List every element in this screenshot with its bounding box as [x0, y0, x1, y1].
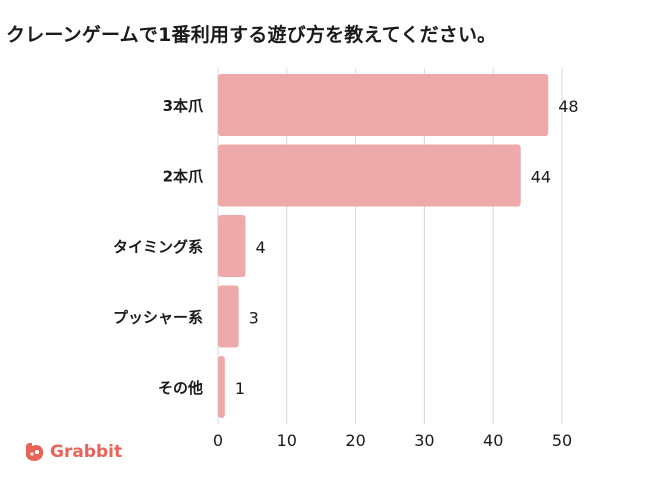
bar — [218, 215, 246, 277]
x-tick-label: 30 — [414, 431, 434, 450]
x-tick-label: 50 — [552, 431, 572, 450]
data-label: 3 — [249, 309, 259, 328]
x-tick-label: 0 — [213, 431, 223, 450]
bar — [218, 74, 549, 136]
category-label: 3本爪 — [163, 97, 204, 115]
x-tick-label: 10 — [277, 431, 297, 450]
category-label: 2本爪 — [163, 168, 204, 186]
grabbit-logo: Grabbit — [22, 441, 122, 463]
category-label: タイミング系 — [113, 238, 203, 256]
data-label: 44 — [531, 168, 551, 187]
data-label: 48 — [558, 97, 578, 116]
x-tick-label: 40 — [483, 431, 503, 450]
data-label: 4 — [256, 238, 266, 257]
bar — [218, 144, 521, 207]
grabbit-logo-text: Grabbit — [50, 442, 123, 462]
grabbit-logo-icon — [26, 443, 44, 461]
category-label: その他 — [158, 379, 203, 397]
bar — [218, 285, 239, 348]
chart-title: クレーンゲームで1番利用する遊び方を教えてください。 — [6, 24, 497, 46]
bar — [218, 356, 225, 418]
x-tick-label: 20 — [345, 431, 365, 450]
category-label: プッシャー系 — [113, 309, 203, 327]
data-label: 1 — [235, 379, 245, 398]
